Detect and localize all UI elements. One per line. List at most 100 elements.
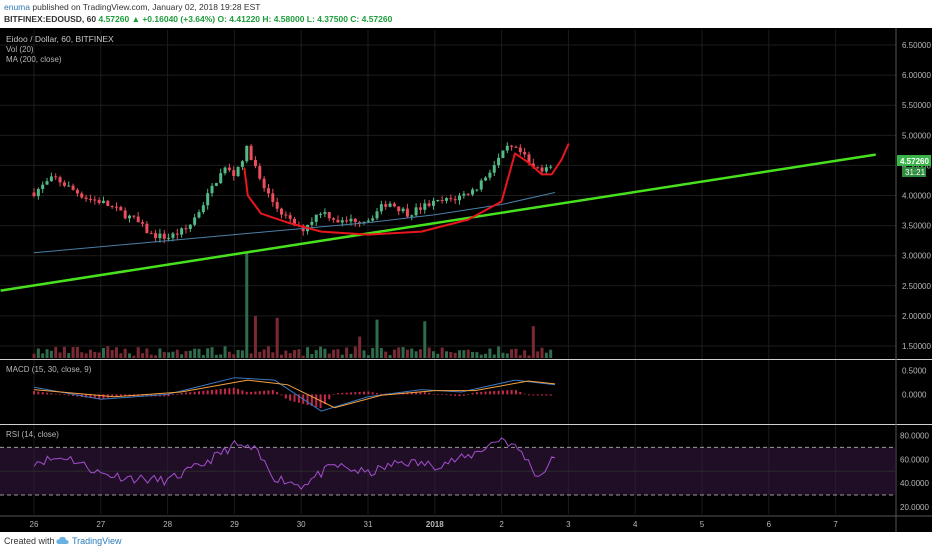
candle-body <box>206 193 210 206</box>
macd-histogram-bar <box>501 390 504 395</box>
macd-histogram-bar <box>206 390 209 395</box>
macd-histogram-bar <box>89 394 92 399</box>
macd-histogram-bar <box>545 394 548 396</box>
volume-bar <box>466 349 470 358</box>
candle-body <box>518 147 522 152</box>
volume-bar <box>36 348 40 358</box>
macd-histogram-bar <box>267 390 270 395</box>
volume-bar <box>492 354 496 358</box>
candle-body <box>88 198 92 200</box>
volume-bar <box>97 352 101 358</box>
volume-bar <box>314 350 318 358</box>
macd-histogram-bar <box>371 392 374 395</box>
macd-histogram-bar <box>328 394 331 400</box>
volume-indicator-label: Vol (20) <box>6 45 34 54</box>
tradingview-logo-text[interactable]: TradingView <box>72 536 122 546</box>
macd-histogram-bar <box>171 394 174 396</box>
macd-histogram-bar <box>241 390 244 395</box>
macd-histogram-bar <box>519 391 522 395</box>
volume-bar <box>488 348 492 358</box>
volume-bar <box>505 353 509 358</box>
time-tick-label: 30 <box>297 520 306 529</box>
price-tick-label: 6.50000 <box>902 41 931 50</box>
macd-histogram-bar <box>111 394 114 397</box>
volume-bar <box>497 346 501 358</box>
macd-histogram-bar <box>224 388 227 395</box>
price-tick-label: 3.00000 <box>902 252 931 261</box>
macd-histogram-bar <box>415 391 418 395</box>
chart-footer: Created with TradingView <box>0 532 932 550</box>
volume-bar <box>436 353 440 358</box>
volume-bar <box>197 348 201 358</box>
chart-svg[interactable]: 6.500006.000005.500005.000004.500004.000… <box>0 28 932 532</box>
macd-histogram-bar <box>310 394 313 406</box>
price-tick-label: 2.50000 <box>902 282 931 291</box>
price-tick-label: 4.00000 <box>902 192 931 201</box>
volume-bar <box>262 349 266 358</box>
candle-body <box>162 233 166 239</box>
macd-histogram-bar <box>254 391 257 395</box>
volume-bar <box>41 353 45 358</box>
macd-histogram-bar <box>54 393 57 395</box>
time-tick-label: 2 <box>499 520 504 529</box>
candle-body <box>540 167 544 172</box>
volume-bar <box>167 352 171 358</box>
macd-histogram-bar <box>46 392 49 395</box>
candle-body <box>58 177 62 183</box>
candle-body <box>201 205 205 213</box>
volume-bar <box>293 350 297 358</box>
macd-histogram-bar <box>432 393 435 395</box>
candle-body <box>132 215 136 217</box>
candle-body <box>210 185 214 194</box>
candle-body <box>471 189 475 195</box>
macd-histogram-bar <box>354 392 357 395</box>
macd-histogram-bar <box>315 394 318 407</box>
candle-body <box>123 210 127 219</box>
volume-bar <box>154 355 158 358</box>
volume-bar <box>349 353 353 358</box>
time-tick-label: 3 <box>566 520 571 529</box>
candle-body <box>353 218 357 223</box>
macd-histogram-bar <box>37 391 40 395</box>
volume-bar <box>418 349 422 358</box>
candle-body <box>240 161 244 167</box>
macd-histogram-bar <box>141 394 144 397</box>
volume-bar <box>288 353 292 358</box>
volume-bar <box>549 349 553 358</box>
candle-body <box>93 199 97 201</box>
candle-body <box>340 220 344 223</box>
macd-histogram-bar <box>454 394 457 396</box>
support-trendline <box>0 153 876 292</box>
macd-histogram-bar <box>510 389 513 395</box>
macd-histogram-bar <box>462 394 465 396</box>
macd-histogram-bar <box>197 391 200 395</box>
volume-bar <box>227 351 231 358</box>
volume-bar <box>136 347 140 358</box>
macd-histogram-bar <box>98 394 101 400</box>
macd-histogram-bar <box>67 394 70 396</box>
volume-bar <box>266 346 270 358</box>
candle-body <box>188 224 192 229</box>
volume-bar <box>392 349 396 358</box>
macd-histogram-bar <box>336 393 339 395</box>
candle-body <box>114 206 118 208</box>
rsi-line <box>33 437 556 491</box>
candle-body <box>514 146 518 148</box>
volume-bar <box>427 347 431 358</box>
volume-bar <box>201 354 205 358</box>
author-link[interactable]: enuma <box>4 2 30 12</box>
rsi-tick-label: 60.0000 <box>900 455 929 464</box>
tradingview-cloud-icon <box>56 536 69 544</box>
macd-histogram-bar <box>293 394 296 402</box>
chart-area[interactable]: 6.500006.000005.500005.000004.500004.000… <box>0 28 932 532</box>
macd-histogram-bar <box>250 391 253 395</box>
candle-body <box>431 200 435 206</box>
volume-bar <box>62 346 66 358</box>
volume-bar <box>184 351 188 358</box>
candle-body <box>279 208 283 215</box>
candle-body <box>271 193 275 202</box>
volume-bar <box>128 353 132 358</box>
candle-body <box>227 167 231 171</box>
macd-histogram-bar <box>119 394 122 397</box>
cup-annotation-stroke <box>243 143 570 236</box>
